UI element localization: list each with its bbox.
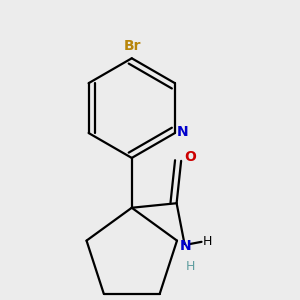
Text: Br: Br	[124, 39, 142, 53]
Text: O: O	[184, 151, 196, 164]
Text: N: N	[176, 125, 188, 139]
Text: H: H	[185, 260, 195, 273]
Text: H: H	[202, 235, 212, 248]
Text: N: N	[180, 239, 191, 253]
